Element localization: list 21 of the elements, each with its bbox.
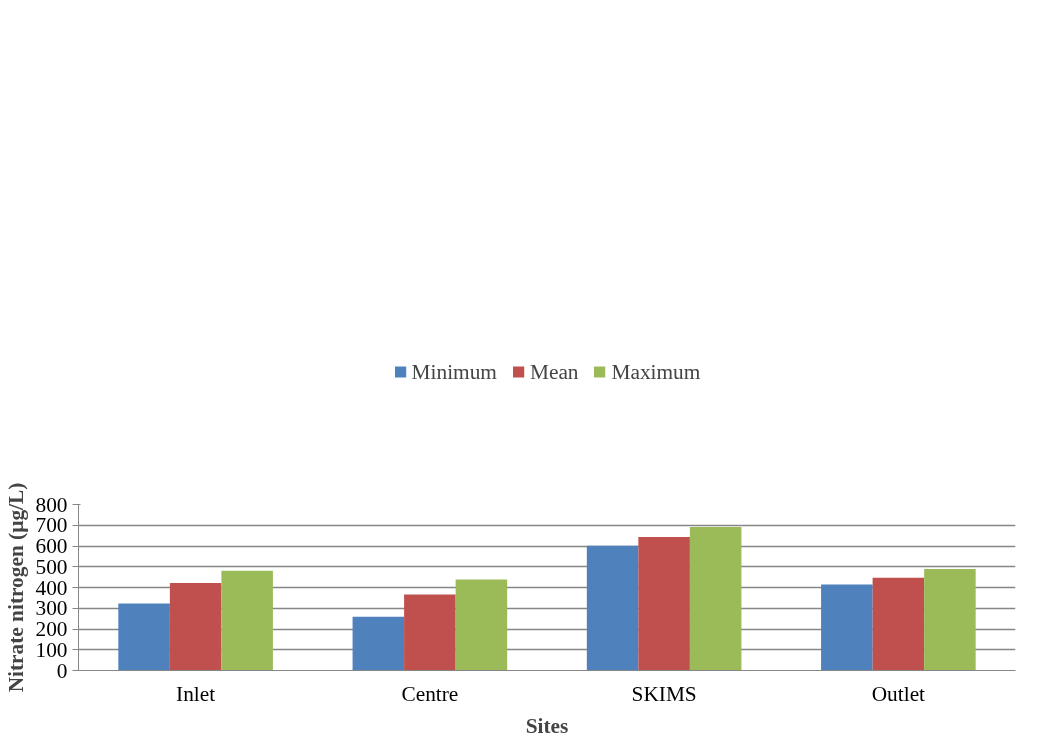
bar: [689, 527, 742, 671]
bar: [221, 570, 273, 671]
x-tick-label: Inlet: [176, 681, 216, 706]
x-tick-label: Centre: [401, 681, 459, 706]
bar: [638, 537, 690, 671]
bar: [924, 569, 976, 671]
bar: [118, 603, 170, 671]
bar: [352, 616, 405, 671]
x-tick-label: SKIMS: [631, 681, 697, 706]
bar: [455, 579, 508, 671]
x-axis-title: Sites: [525, 713, 569, 738]
bar: [872, 577, 925, 671]
legend-label: Maximum: [611, 359, 701, 385]
bar: [169, 582, 222, 671]
y-axis-title: Nitrate nitrogen (µg/L): [3, 482, 28, 693]
x-tick-label: Outlet: [871, 681, 926, 706]
bar: [586, 545, 639, 671]
bar: [821, 584, 873, 671]
legend-label: Minimum: [411, 359, 497, 385]
bar: [404, 594, 456, 671]
legend-label: Mean: [529, 359, 579, 385]
